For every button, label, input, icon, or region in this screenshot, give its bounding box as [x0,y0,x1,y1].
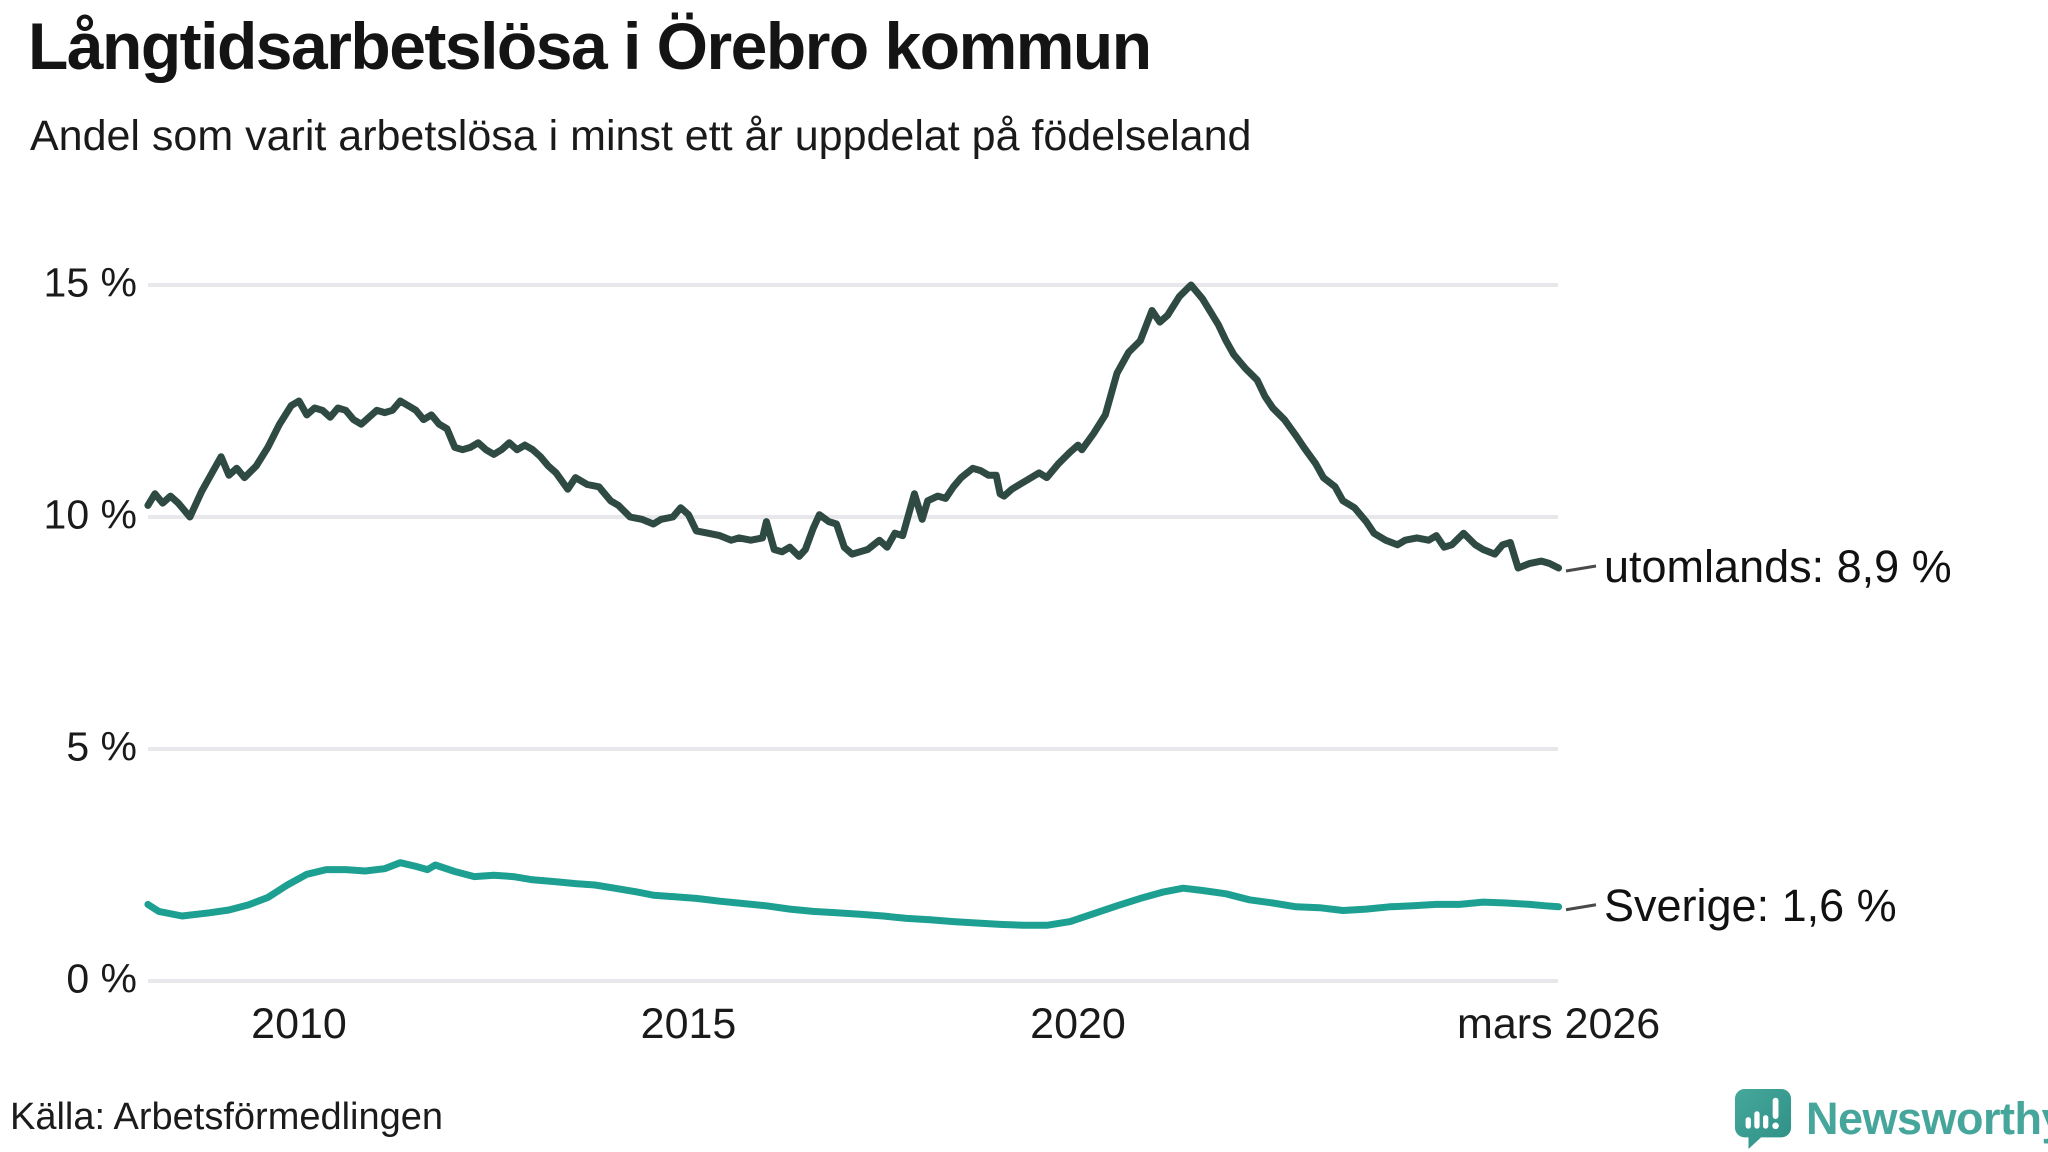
label-connector-ticks [1565,564,1597,912]
newsworthy-wordmark: Newsworthy [1806,1093,2048,1144]
y-tick-label: 5 % [66,723,137,770]
x-tick-label: 2015 [640,1000,737,1048]
x-tick-label: 2020 [1030,1000,1126,1048]
page-title: Långtidsarbetslösa i Örebro kommun [28,9,1152,83]
exclamation-dot [1772,1122,1779,1130]
y-tick-label: 10 % [43,491,137,538]
newsworthy-logo-icon [1734,1089,1792,1149]
source-note: Källa: Arbetsförmedlingen [10,1096,444,1138]
series-line-utomlands [144,281,1563,572]
label-connector [1565,903,1597,912]
x-tick-label: 2010 [251,1000,347,1048]
y-tick-label: 0 % [66,955,137,1002]
bar-medium [1763,1115,1769,1129]
x-tick-label: mars 2026 [1457,1000,1661,1048]
page-subtitle: Andel som varit arbetslösa i minst ett å… [30,112,1252,160]
series-label-utomlands: utomlands: 8,9 % [1604,540,1952,592]
gridlines [148,283,1558,983]
bar-tall [1754,1111,1760,1129]
series-lines [144,281,1563,929]
bar-short [1745,1117,1751,1129]
series-label-sverige: Sverige: 1,6 % [1604,879,1897,931]
series-line-Sverige [144,859,1563,929]
newsworthy-brand: Newsworthy [1734,1088,2048,1150]
y-tick-label: 15 % [43,259,137,306]
label-connector [1565,564,1597,573]
exclamation-bar [1772,1097,1779,1119]
